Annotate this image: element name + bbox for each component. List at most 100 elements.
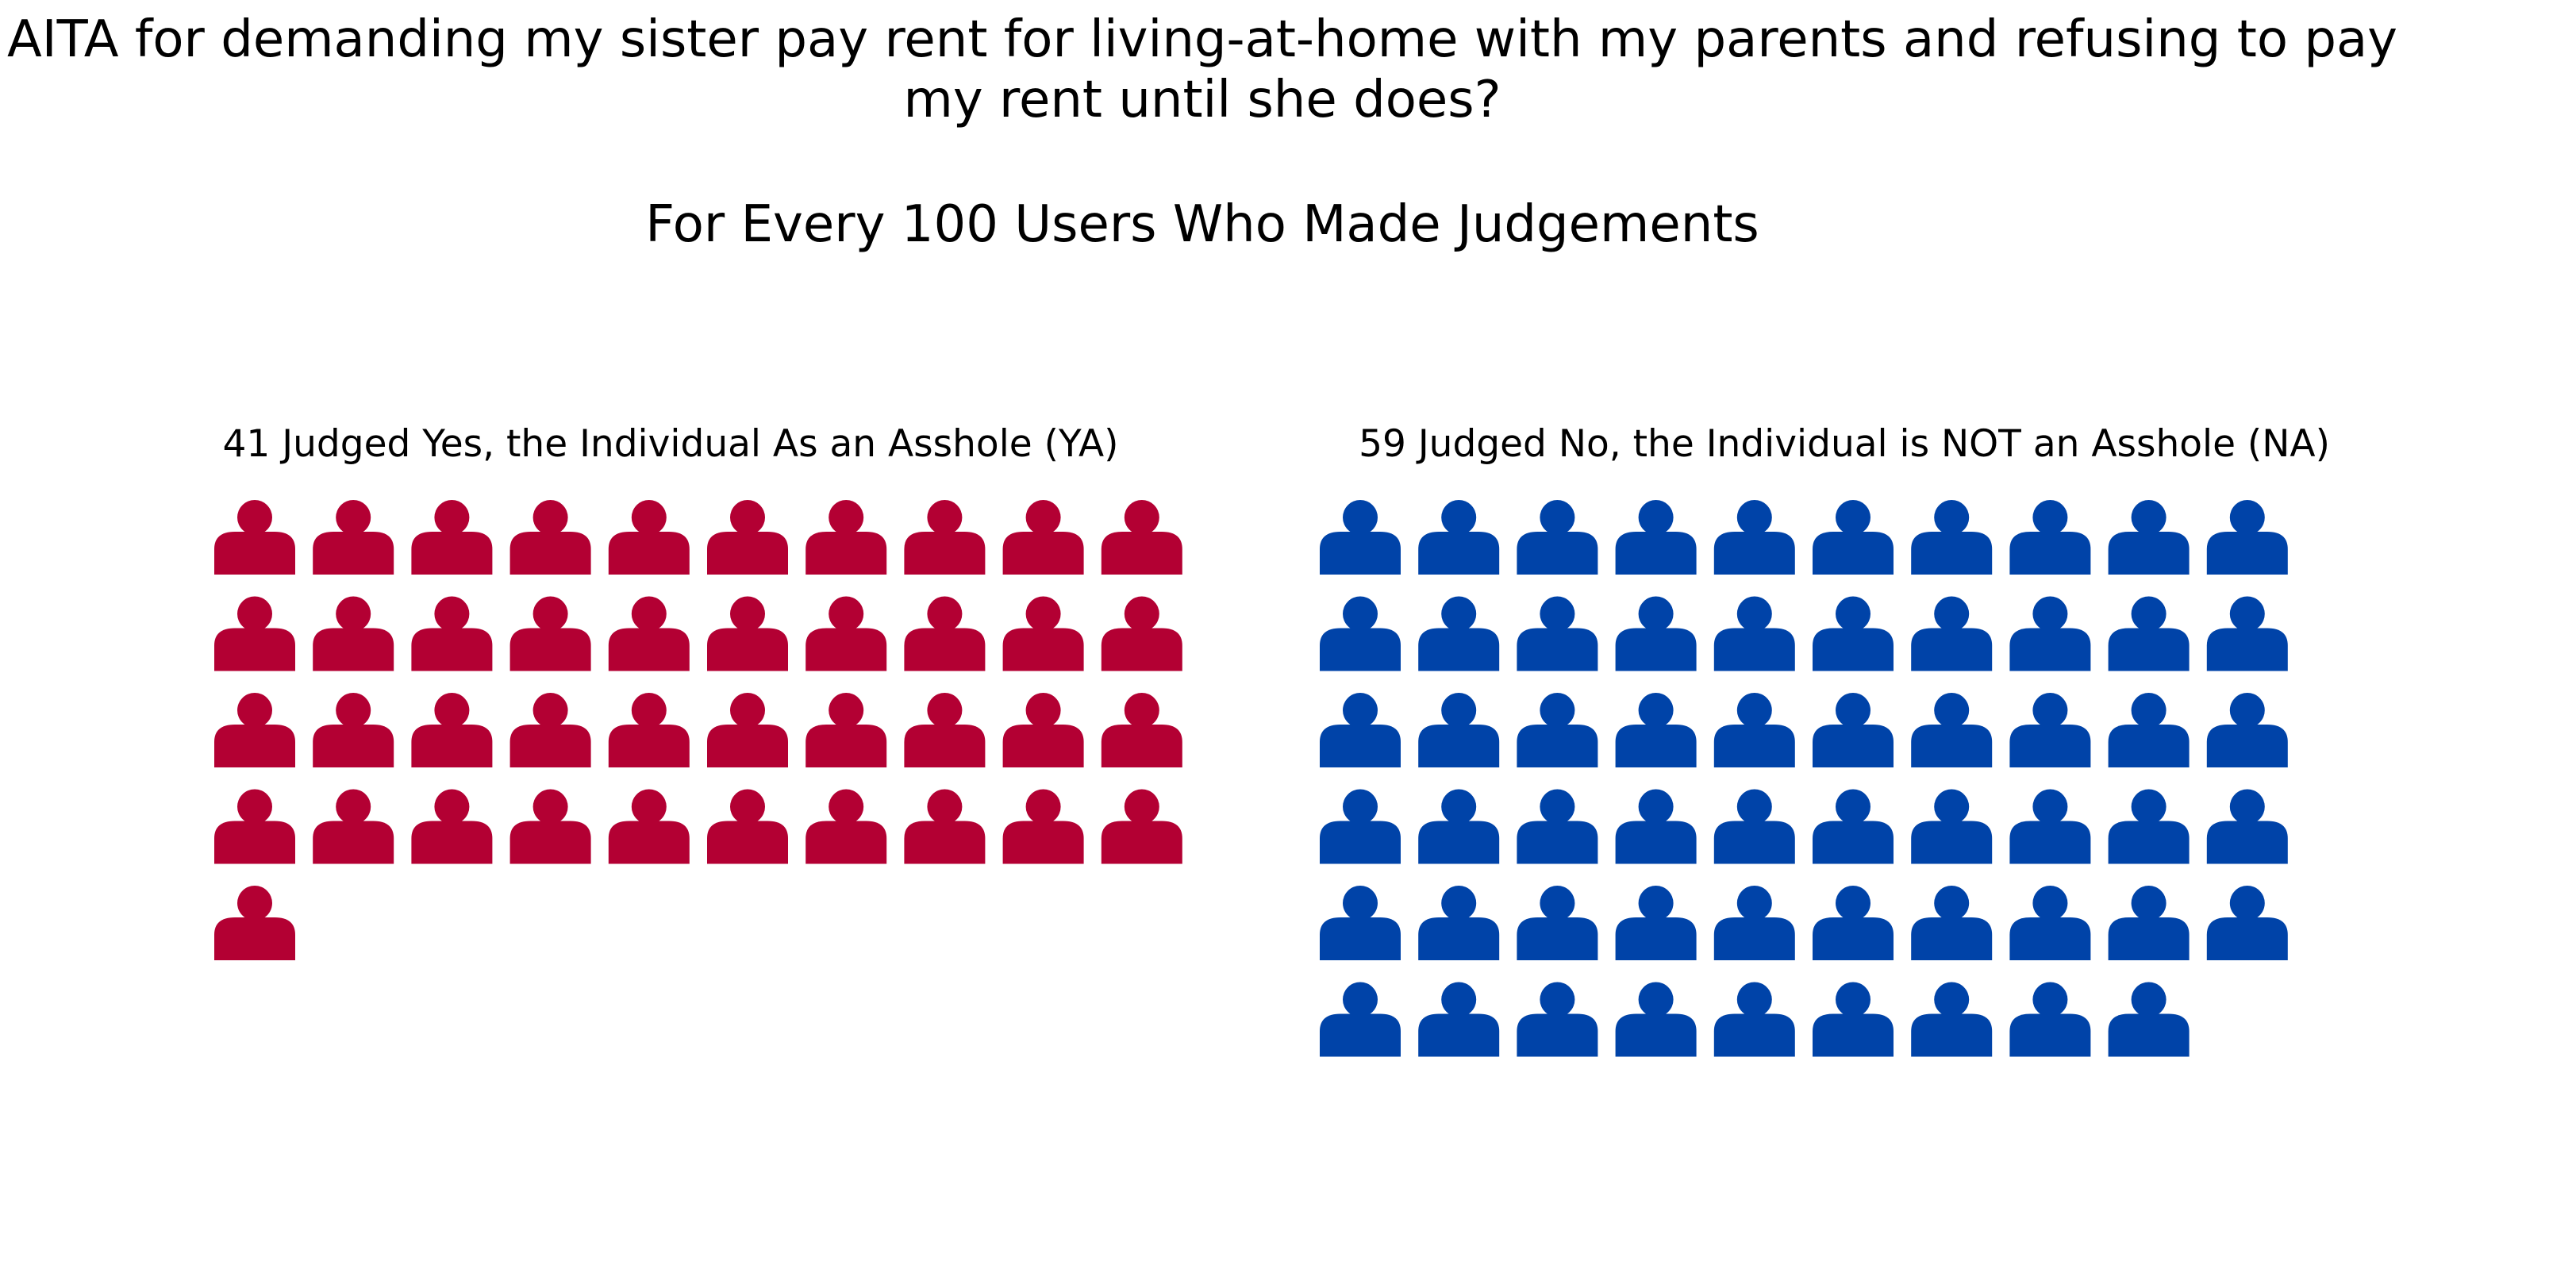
person-icon-na xyxy=(2009,789,2091,864)
person-icon-na xyxy=(1615,693,1697,767)
panel-title-ya: 41 Judged Yes, the Individual As an Assh… xyxy=(222,422,1119,466)
person-icon-ya xyxy=(608,693,690,767)
person-icon-ya xyxy=(411,693,493,767)
person-icon-ya xyxy=(608,789,690,864)
person-icon-na xyxy=(1320,693,1401,767)
person-icon-na xyxy=(1813,596,1894,671)
person-icon-ya xyxy=(608,596,690,671)
person-icon-na xyxy=(1713,596,1795,671)
person-icon-na xyxy=(1517,500,1598,575)
person-icon-na xyxy=(1911,596,1993,671)
person-icon-ya xyxy=(1101,500,1182,575)
person-icon-na xyxy=(1615,500,1697,575)
person-icon-na xyxy=(2108,500,2190,575)
panel-title-na: 59 Judged No, the Individual is NOT an A… xyxy=(1359,422,2330,466)
person-icon-na xyxy=(1320,886,1401,960)
person-icon-na xyxy=(1320,500,1401,575)
person-icon-ya xyxy=(904,789,986,864)
person-icon-na xyxy=(2108,693,2190,767)
person-icon-ya xyxy=(313,693,394,767)
person-icon-na xyxy=(1911,789,1993,864)
person-icon-na xyxy=(1418,693,1500,767)
person-icon-ya xyxy=(509,596,591,671)
person-icon-ya xyxy=(313,500,394,575)
person-icon-ya xyxy=(214,789,295,864)
person-icon-na xyxy=(1517,693,1598,767)
person-icon-na xyxy=(1320,982,1401,1057)
person-icon-na xyxy=(2009,982,2091,1057)
person-icon-na xyxy=(1418,886,1500,960)
person-icon-ya xyxy=(805,693,887,767)
person-icon-na xyxy=(2108,596,2190,671)
person-icon-ya xyxy=(509,789,591,864)
person-icon-ya xyxy=(411,596,493,671)
person-icon-ya xyxy=(1002,693,1084,767)
person-icon-ya xyxy=(904,596,986,671)
person-icon-na xyxy=(1911,500,1993,575)
person-icon-na xyxy=(1418,982,1500,1057)
person-icon-na xyxy=(2009,693,2091,767)
person-icon-na xyxy=(1813,693,1894,767)
person-icon-ya xyxy=(313,596,394,671)
person-icon-ya xyxy=(214,886,295,960)
person-icon-na xyxy=(1615,789,1697,864)
person-icon-ya xyxy=(1002,596,1084,671)
person-icon-na xyxy=(2108,982,2190,1057)
person-icon-ya xyxy=(904,693,986,767)
person-icon-ya xyxy=(214,693,295,767)
person-icon-na xyxy=(2009,886,2091,960)
person-icon-na xyxy=(1615,596,1697,671)
person-icon-ya xyxy=(904,500,986,575)
person-icon-na xyxy=(1813,500,1894,575)
person-icon-ya xyxy=(509,693,591,767)
person-icon-ya xyxy=(707,500,788,575)
person-icon-na xyxy=(1813,886,1894,960)
person-icon-ya xyxy=(214,596,295,671)
person-icon-na xyxy=(2206,789,2288,864)
chart-subtitle: For Every 100 Users Who Made Judgements xyxy=(645,195,1759,254)
person-icon-na xyxy=(1713,693,1795,767)
person-icon-na xyxy=(1418,789,1500,864)
person-icon-na xyxy=(1517,886,1598,960)
person-icon-na xyxy=(1517,789,1598,864)
waffle-group-na xyxy=(1320,500,2288,1057)
person-icon-ya xyxy=(805,596,887,671)
person-icon-na xyxy=(1418,500,1500,575)
person-icon-na xyxy=(2009,596,2091,671)
person-icon-na xyxy=(1320,596,1401,671)
person-icon-ya xyxy=(411,500,493,575)
person-icon-ya xyxy=(1101,693,1182,767)
person-icon-ya xyxy=(707,596,788,671)
person-icon-ya xyxy=(411,789,493,864)
person-icon-na xyxy=(1713,789,1795,864)
waffle-group-ya xyxy=(214,500,1182,960)
person-icon-na xyxy=(1713,982,1795,1057)
person-icon-na xyxy=(1911,693,1993,767)
person-icon-na xyxy=(1418,596,1500,671)
person-icon-na xyxy=(1320,789,1401,864)
person-icon-na xyxy=(2108,886,2190,960)
person-icon-ya xyxy=(313,789,394,864)
person-icon-na xyxy=(2108,789,2190,864)
person-icon-ya xyxy=(805,500,887,575)
person-icon-ya xyxy=(214,500,295,575)
person-icon-ya xyxy=(1101,596,1182,671)
person-icon-na xyxy=(2206,596,2288,671)
person-icon-na xyxy=(2206,693,2288,767)
person-icon-ya xyxy=(1002,500,1084,575)
chart-title: AITA for demanding my sister pay rent fo… xyxy=(6,10,2398,129)
person-icon-ya xyxy=(707,693,788,767)
person-icon-na xyxy=(2206,886,2288,960)
person-icon-na xyxy=(1713,886,1795,960)
person-icon-ya xyxy=(1002,789,1084,864)
person-icon-na xyxy=(1911,886,1993,960)
person-icon-na xyxy=(1517,596,1598,671)
person-icon-ya xyxy=(509,500,591,575)
person-icon-na xyxy=(2206,500,2288,575)
person-icon-ya xyxy=(707,789,788,864)
person-icon-na xyxy=(1713,500,1795,575)
person-icon-na xyxy=(2009,500,2091,575)
person-icon-na xyxy=(1517,982,1598,1057)
person-icon-ya xyxy=(608,500,690,575)
